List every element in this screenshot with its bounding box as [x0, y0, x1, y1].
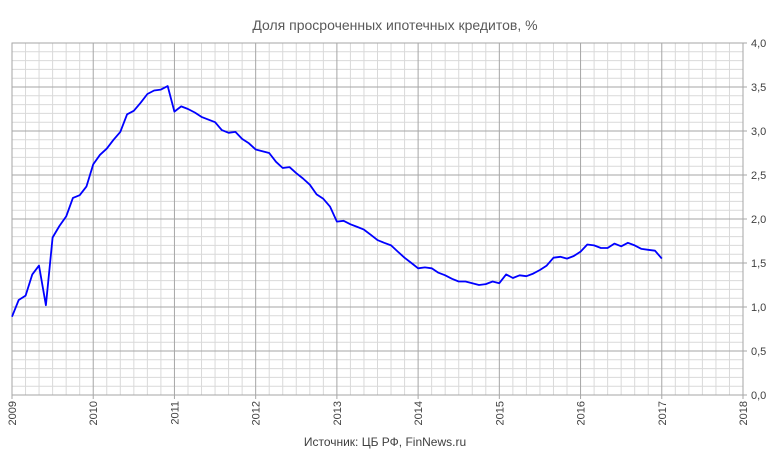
- y-tick-label: 0,5: [751, 346, 766, 358]
- x-tick-label: 2012: [251, 401, 263, 425]
- x-tick-label: 2017: [657, 401, 669, 425]
- x-tick-label: 2015: [494, 401, 506, 425]
- chart-title: Доля просроченных ипотечных кредитов, %: [252, 17, 537, 33]
- chart-source-note: Источник: ЦБ РФ, FinNews.ru: [304, 435, 466, 449]
- x-tick-label: 2013: [332, 401, 344, 425]
- y-tick-label: 1,5: [751, 258, 766, 270]
- major-gridlines: [11, 42, 747, 399]
- x-tick-label: 2018: [738, 401, 750, 425]
- y-tick-label: 2,0: [751, 214, 766, 226]
- y-axis-tick-labels: 0,0 0,5 1,0 1,5 2,0 2,5 3,0 3,5 4,0: [751, 38, 766, 402]
- x-tick-label: 2010: [88, 401, 100, 425]
- plot-area-frame: [11, 42, 744, 396]
- y-tick-label: 0,0: [751, 390, 766, 402]
- x-tick-label: 2016: [576, 401, 588, 425]
- series-line: [11, 85, 663, 318]
- y-tick-label: 3,0: [751, 126, 766, 138]
- x-tick-label: 2011: [169, 401, 181, 425]
- x-axis-tick-labels: 2009 2010 2011 2012 2013 2014 2015 2016 2017 2018: [7, 401, 750, 425]
- y-tick-label: 3,5: [751, 82, 766, 94]
- x-tick-label: 2009: [7, 401, 19, 425]
- series-layer: [11, 85, 663, 318]
- y-tick-label: 2,5: [751, 170, 766, 182]
- y-tick-label: 4,0: [751, 38, 766, 50]
- x-tick-label: 2014: [413, 401, 425, 425]
- y-tick-label: 1,0: [751, 302, 766, 314]
